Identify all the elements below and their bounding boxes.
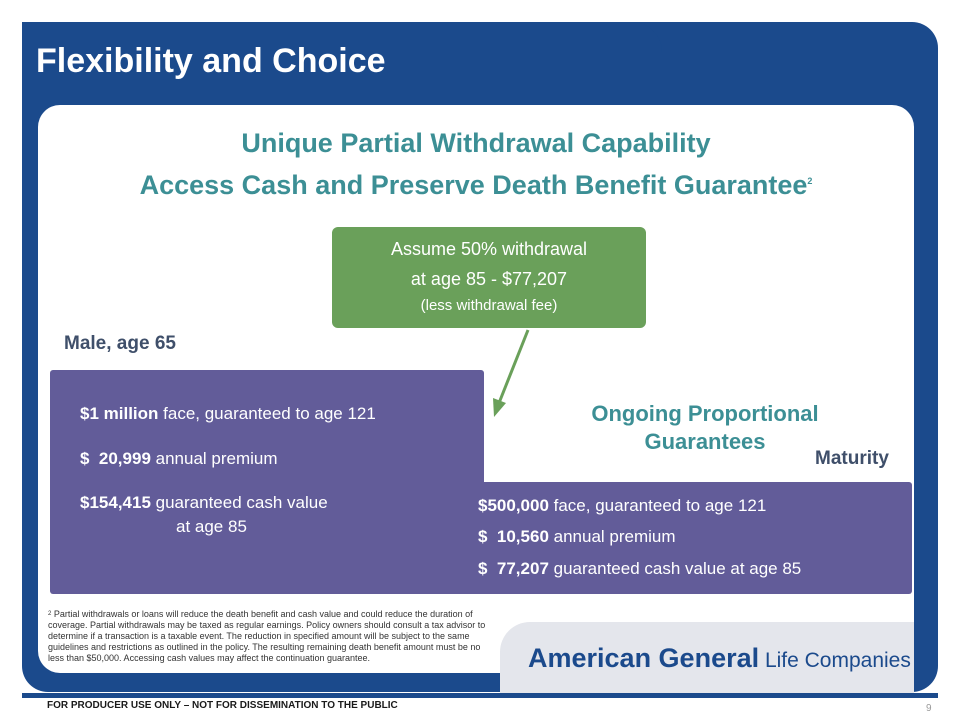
reduced-cash-line: $ 77,207 guaranteed cash value at age 85 (478, 559, 801, 579)
reduced-face-line: $500,000 face, guaranteed to age 121 (478, 496, 766, 516)
reduced-premium-amount: $ 10,560 (478, 527, 549, 546)
maturity-label: Maturity (815, 448, 889, 469)
slide-title: Flexibility and Choice (36, 42, 386, 80)
heading-secondary: Access Cash and Preserve Death Benefit G… (38, 170, 914, 201)
original-face-amount: $1 million (80, 404, 159, 423)
original-cash-age: at age 85 (176, 517, 247, 536)
reduced-face-amount: $500,000 (478, 496, 549, 515)
original-cash-amount: $154,415 (80, 493, 151, 512)
company-name-bold: American General (528, 643, 760, 673)
page-number: 9 (926, 703, 932, 714)
original-face-line: $1 million face, guaranteed to age 121 (80, 404, 376, 424)
reduced-policy-box: $500,000 face, guaranteed to age 121 $ 1… (462, 482, 912, 594)
original-policy-box: $1 million face, guaranteed to age 121 $… (50, 370, 484, 594)
reduced-face-text: face, guaranteed to age 121 (548, 496, 767, 515)
reduced-premium-line: $ 10,560 annual premium (478, 527, 676, 547)
withdrawal-callout: Assume 50% withdrawal at age 85 - $77,20… (332, 227, 646, 328)
footnote: 2 Partial withdrawals or loans will redu… (48, 609, 488, 664)
footnote-text: Partial withdrawals or loans will reduce… (48, 609, 486, 663)
company-logo: American General Life Companies (528, 643, 911, 674)
original-premium-text: annual premium (150, 449, 278, 468)
callout-line-3: (less withdrawal fee) (420, 297, 558, 314)
heading-primary: Unique Partial Withdrawal Capability (38, 128, 914, 159)
male-age-label: Male, age 65 (64, 333, 176, 354)
original-cash-line: $154,415 guaranteed cash value (80, 493, 328, 513)
reduced-premium-text: annual premium (548, 527, 676, 546)
heading-primary-text: Unique Partial Withdrawal Capability (241, 128, 711, 158)
original-cash-text: guaranteed cash value (150, 493, 328, 512)
original-face-text: face, guaranteed to age 121 (158, 404, 376, 423)
original-premium-amount: $ 20,999 (80, 449, 151, 468)
ongoing-guarantees-heading: Ongoing Proportional Guarantees (591, 401, 819, 454)
callout-line-1: Assume 50% withdrawal (390, 239, 588, 259)
producer-disclaimer: FOR PRODUCER USE ONLY – NOT FOR DISSEMIN… (47, 700, 398, 711)
footnote-reference: 2 (807, 176, 813, 186)
original-premium-line: $ 20,999 annual premium (80, 449, 278, 469)
title-tab (22, 22, 662, 106)
bottom-bar (22, 693, 938, 698)
footnote-marker: 2 (48, 611, 52, 617)
reduced-cash-text: guaranteed cash value at age 85 (548, 559, 802, 578)
heading-secondary-text: Access Cash and Preserve Death Benefit G… (139, 170, 808, 200)
callout-line-2: at age 85 - $77,207 (410, 269, 568, 289)
brand-strip (500, 622, 914, 694)
company-name-regular: Life Companies (759, 649, 911, 672)
reduced-cash-amount: $ 77,207 (478, 559, 549, 578)
